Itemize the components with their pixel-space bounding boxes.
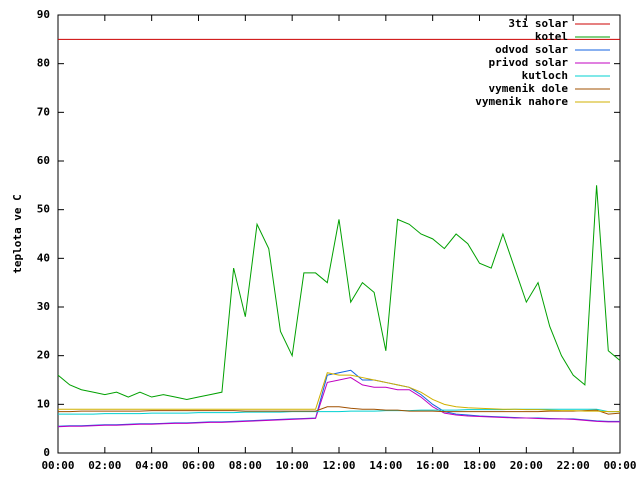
y-tick-label: 90 (37, 8, 50, 21)
x-tick-label: 00:00 (603, 459, 636, 472)
x-tick-label: 00:00 (41, 459, 74, 472)
y-tick-label: 10 (37, 397, 50, 410)
y-tick-label: 30 (37, 300, 50, 313)
legend-label: odvod solar (495, 43, 568, 56)
x-tick-label: 16:00 (416, 459, 449, 472)
legend-label: privod solar (489, 56, 569, 69)
legend-label: kutloch (522, 69, 568, 82)
x-tick-label: 12:00 (322, 459, 355, 472)
x-tick-label: 08:00 (229, 459, 262, 472)
legend-label: vymenik nahore (475, 95, 568, 108)
y-tick-label: 60 (37, 154, 50, 167)
x-tick-label: 10:00 (276, 459, 309, 472)
y-tick-label: 0 (43, 446, 50, 459)
x-tick-label: 14:00 (369, 459, 402, 472)
series-line (58, 406, 621, 415)
y-tick-label: 50 (37, 203, 50, 216)
x-tick-label: 20:00 (510, 459, 543, 472)
x-tick-label: 22:00 (557, 459, 590, 472)
series-line (58, 372, 620, 413)
x-tick-label: 04:00 (135, 459, 168, 472)
series-line (57, 185, 621, 400)
y-axis-label: teplota ve C (11, 194, 24, 273)
legend-label: vymenik dole (489, 82, 569, 95)
y-tick-label: 40 (37, 251, 50, 264)
legend-label: 3ti solar (508, 17, 568, 30)
x-tick-label: 06:00 (182, 459, 215, 472)
y-tick-label: 70 (37, 105, 50, 118)
series-line (57, 377, 620, 428)
legend-label: kotel (535, 30, 568, 43)
x-tick-label: 18:00 (463, 459, 496, 472)
plot-frame (57, 14, 621, 454)
y-tick-label: 20 (37, 349, 50, 362)
y-tick-label: 80 (37, 57, 50, 70)
x-tick-label: 02:00 (88, 459, 121, 472)
